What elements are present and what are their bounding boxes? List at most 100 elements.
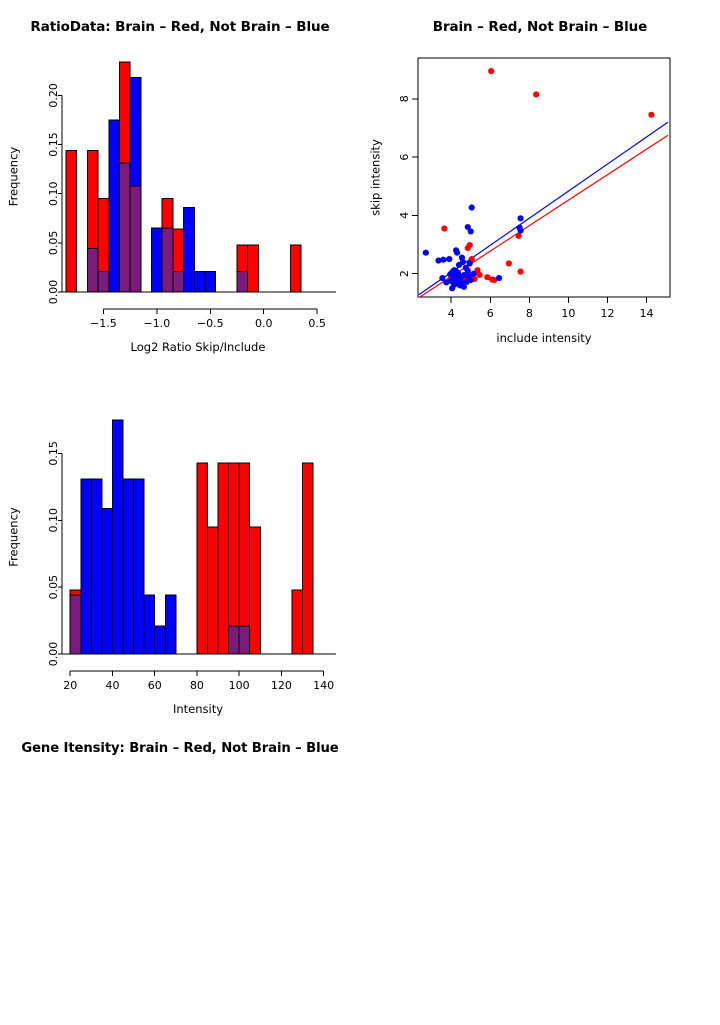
histogram-bar bbox=[193, 270, 206, 293]
y-tick-label: 0.10 bbox=[47, 181, 60, 206]
scatter-point bbox=[465, 273, 472, 280]
x-tick-label: −1.0 bbox=[143, 317, 170, 330]
scatter-point bbox=[460, 272, 468, 279]
gene-histogram-plot: 0.00 0.05 0.10 0.15 Frequency 20 40 60 80 100 120 1… bbox=[7, 419, 336, 716]
scatter-point bbox=[468, 204, 475, 211]
y-tick-label: 0.00 bbox=[47, 280, 60, 305]
histogram-bar bbox=[238, 462, 251, 655]
histogram-bar-overlap bbox=[236, 270, 249, 293]
scatter-plot: 2 4 6 8 skip intensity 4 6 8 10 12 14 include inten… bbox=[369, 57, 671, 345]
y-axis-title: skip intensity bbox=[369, 139, 383, 216]
histogram-bar-overlap bbox=[161, 227, 174, 293]
histogram-bar bbox=[289, 244, 302, 293]
scatter-inner bbox=[418, 68, 669, 297]
fit-line bbox=[418, 134, 669, 297]
scatter-point bbox=[491, 276, 498, 284]
histogram-bar-overlap bbox=[97, 270, 110, 293]
x-tick-label: 8 bbox=[526, 307, 533, 320]
scatter-point bbox=[495, 274, 503, 282]
scatter-point bbox=[517, 227, 524, 234]
histogram-bar bbox=[247, 244, 259, 293]
y-tick-label: 8 bbox=[398, 95, 411, 102]
figure-canvas: RatioData: Brain – Red, Not Brain – Blue… bbox=[0, 0, 720, 756]
x-tick-label: −0.5 bbox=[197, 317, 224, 330]
x-tick-label: 10 bbox=[561, 307, 575, 320]
x-tick-label: 140 bbox=[313, 679, 334, 692]
x-tick-label: 0.5 bbox=[308, 317, 326, 330]
y-tick-label: 0.20 bbox=[47, 83, 60, 108]
scatter-point bbox=[484, 274, 491, 281]
x-tick-label: 80 bbox=[190, 679, 204, 692]
scatter-point bbox=[467, 228, 474, 235]
histogram-bar bbox=[154, 625, 166, 655]
scatter-point bbox=[464, 244, 471, 252]
histogram-bar bbox=[164, 594, 177, 655]
histogram-bar bbox=[101, 507, 113, 655]
panel-ratio-histogram: RatioData: Brain – Red, Not Brain – Blue… bbox=[0, 0, 360, 360]
ratio-histogram-title: RatioData: Brain – Red, Not Brain – Blue bbox=[30, 19, 330, 35]
histogram-bar bbox=[302, 462, 314, 655]
scatter-title: Brain – Red, Not Brain – Blue bbox=[432, 19, 648, 35]
scatter-point bbox=[470, 270, 477, 277]
scatter-points bbox=[422, 68, 655, 292]
scatter-point bbox=[449, 285, 456, 292]
y-axis-title: Frequency bbox=[7, 147, 21, 207]
x-tick-label: 40 bbox=[105, 679, 119, 692]
histogram-bar bbox=[151, 227, 163, 293]
scatter-body: 2 4 6 8 skip intensity 4 6 8 10 12 14 include inten… bbox=[369, 57, 671, 345]
histogram-bar-overlap bbox=[238, 625, 251, 655]
x-tick-label: 6 bbox=[487, 307, 494, 320]
scatter-point bbox=[505, 260, 512, 267]
scatter-point bbox=[488, 68, 495, 75]
y-tick-label: 0.00 bbox=[47, 642, 60, 667]
panel-info: G7022632@J926707@j_at altCassette Pi4k2a… bbox=[360, 360, 720, 720]
y-tick-label: 4 bbox=[398, 212, 411, 219]
x-tick-label: 20 bbox=[63, 679, 77, 692]
scatter-point bbox=[455, 261, 463, 269]
x-axis-title: Intensity bbox=[173, 702, 223, 716]
scatter-point bbox=[453, 249, 461, 256]
histogram-bar bbox=[108, 119, 120, 293]
panel-scatter: Brain – Red, Not Brain – Blue 2 4 6 8 skip i… bbox=[360, 0, 720, 360]
histogram-bar bbox=[196, 462, 209, 655]
x-tick-label: −1.5 bbox=[90, 317, 117, 330]
histogram-bar bbox=[228, 462, 240, 655]
x-axis-title: include intensity bbox=[496, 331, 591, 345]
panel-gene-histogram: Gene Itensity: Brain – Red, Not Brain – … bbox=[0, 360, 360, 756]
histogram-bar bbox=[111, 419, 124, 655]
scatter-point bbox=[515, 232, 522, 239]
y-axis-title: Frequency bbox=[7, 507, 21, 567]
x-tick-label: 60 bbox=[148, 679, 162, 692]
scatter-point bbox=[460, 283, 468, 290]
y-tick-label: 0.10 bbox=[47, 508, 60, 533]
y-tick-label: 6 bbox=[398, 154, 411, 161]
scatter-point bbox=[517, 268, 524, 275]
scatter-point bbox=[422, 249, 429, 256]
histogram-bars bbox=[65, 61, 302, 293]
svg-bl-body: 0.00 0.05 0.10 0.15 Frequency 20 40 60 80 100 120 1… bbox=[7, 419, 336, 716]
x-axis-title: Log2 Ratio Skip/Include bbox=[131, 340, 266, 354]
y-tick-label: 0.05 bbox=[47, 231, 60, 256]
histogram-bar bbox=[291, 589, 304, 655]
x-tick-label: 14 bbox=[640, 307, 654, 320]
scatter-point bbox=[443, 279, 450, 286]
scatter-point bbox=[441, 225, 448, 232]
scatter-point bbox=[648, 111, 655, 118]
scatter-point bbox=[435, 257, 442, 264]
histogram-bar-overlap bbox=[172, 270, 185, 293]
histogram-bar bbox=[204, 270, 217, 293]
y-tick-label: 0.15 bbox=[47, 132, 60, 157]
histogram-bar bbox=[217, 462, 230, 655]
histogram-bar bbox=[249, 526, 261, 655]
x-tick-label: 100 bbox=[229, 679, 250, 692]
scatter-point bbox=[439, 274, 446, 282]
scatter-point bbox=[517, 215, 524, 222]
histogram-bar bbox=[90, 478, 103, 655]
histogram-bar bbox=[133, 478, 145, 655]
plot-frame bbox=[417, 57, 671, 298]
histogram-bar-overlap bbox=[129, 185, 142, 293]
scatter-point bbox=[476, 271, 483, 278]
histogram-bar bbox=[183, 206, 195, 293]
y-tick-label: 2 bbox=[398, 270, 411, 277]
y-tick-label: 0.15 bbox=[47, 441, 60, 466]
